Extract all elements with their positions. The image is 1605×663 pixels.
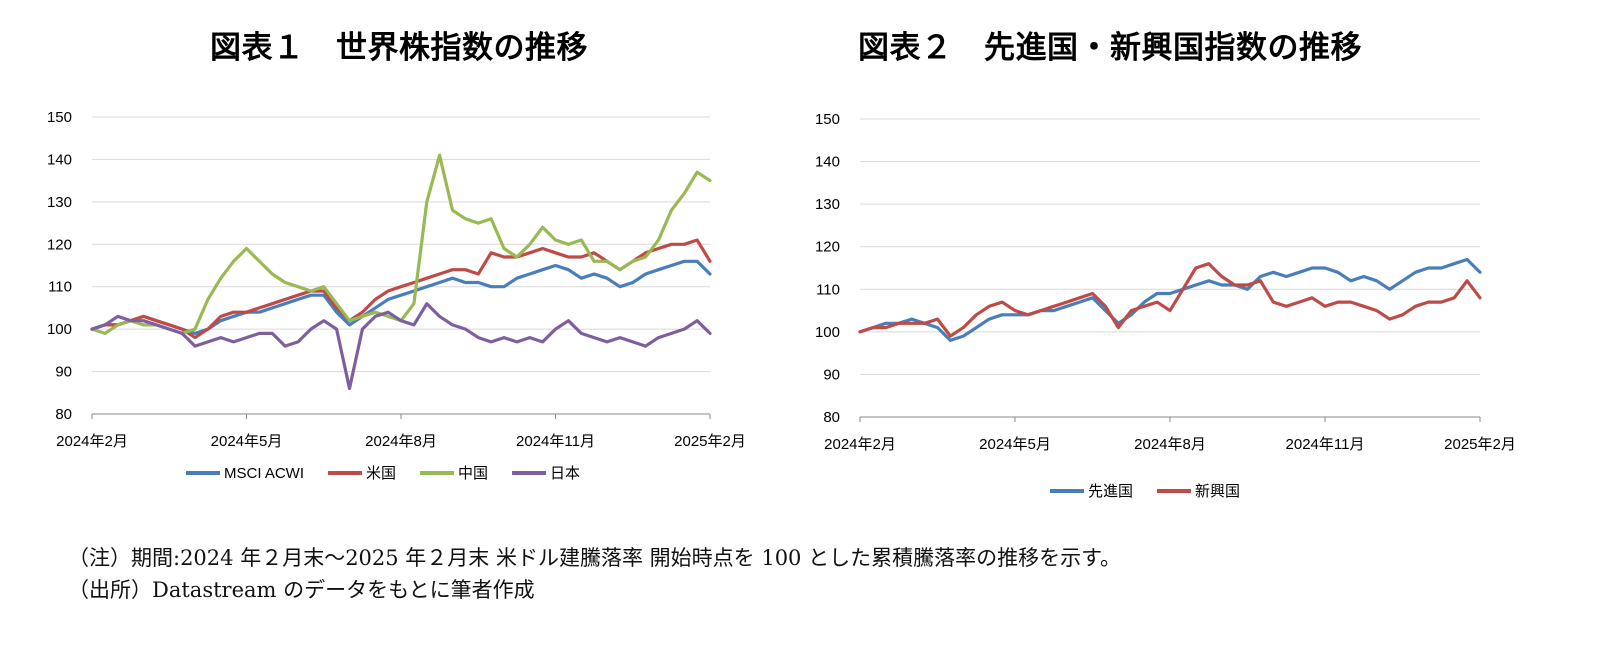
y-tick-label: 150 — [47, 109, 72, 126]
legend-label: 先進国 — [1088, 483, 1133, 500]
y-tick-label: 140 — [47, 151, 72, 168]
y-tick-label: 100 — [815, 324, 840, 341]
y-tick-label: 140 — [815, 154, 840, 171]
y-tick-label: 120 — [815, 239, 840, 256]
legend-label: 米国 — [366, 465, 396, 482]
chart-title: 図表１ 世界株指数の推移 — [210, 30, 588, 66]
y-tick-label: 90 — [55, 364, 72, 381]
series-line-series-2 — [90, 238, 712, 340]
x-tick-label: 2024年5月 — [979, 436, 1051, 453]
y-tick-label: 120 — [47, 236, 72, 253]
x-tick-label: 2025年2月 — [1444, 436, 1516, 453]
x-tick-label: 2024年2月 — [56, 433, 128, 450]
x-tick-label: 2024年2月 — [824, 436, 896, 453]
y-tick-label: 110 — [816, 281, 840, 298]
y-tick-label: 150 — [815, 111, 840, 128]
y-tick-label: 80 — [55, 406, 72, 423]
footnotes: （注）期間:2024 年２月末～2025 年２月末 米ドル建騰落率 開始時点を … — [68, 542, 1121, 606]
y-tick-label: 80 — [823, 409, 840, 426]
legend-label: 日本 — [550, 465, 580, 482]
x-tick-label: 2024年8月 — [1134, 436, 1206, 453]
series-line-series-4 — [90, 302, 712, 391]
line-chart-developed-emerging: 80 90 100 110 120 130 140 150 2024年2月 2024年5月 2024… — [815, 111, 1516, 500]
y-tick-label: 90 — [823, 366, 840, 383]
y-tick-label: 130 — [815, 196, 840, 213]
x-tick-label: 2025年2月 — [674, 433, 746, 450]
legend-label: 中国 — [458, 465, 488, 482]
series-line-msci-acwi — [90, 259, 712, 335]
legend-label: 新興国 — [1195, 483, 1240, 500]
line-chart-world-indices: 80 90 100 110 120 130 140 150 2024年2月 2024年5月 2024… — [47, 109, 746, 482]
y-tick-label: 100 — [47, 321, 72, 338]
legend-label: MSCI ACWI — [224, 465, 304, 482]
chart-panel-1: 図表１ 世界株指数の推移 80 90 100 110 120 130 140 150 2024年… — [0, 0, 780, 520]
y-tick-label: 130 — [47, 194, 72, 211]
series-line-series-1 — [858, 257, 1482, 342]
series-line-series-2 — [858, 262, 1482, 338]
x-tick-label: 2024年11月 — [516, 433, 595, 450]
chart-panel-2: 図表２ 先進国・新興国指数の推移 80 90 100 110 120 130 140 150 2… — [800, 0, 1605, 520]
note-period: （注）期間:2024 年２月末～2025 年２月末 米ドル建騰落率 開始時点を … — [68, 546, 1121, 570]
x-tick-label: 2024年11月 — [1286, 436, 1365, 453]
note-source: （出所）Datastream のデータをもとに筆者作成 — [68, 578, 535, 602]
chart-title: 図表２ 先進国・新興国指数の推移 — [858, 30, 1362, 66]
x-tick-label: 2024年8月 — [365, 433, 437, 450]
y-tick-label: 110 — [48, 279, 72, 296]
x-tick-label: 2024年5月 — [211, 433, 283, 450]
